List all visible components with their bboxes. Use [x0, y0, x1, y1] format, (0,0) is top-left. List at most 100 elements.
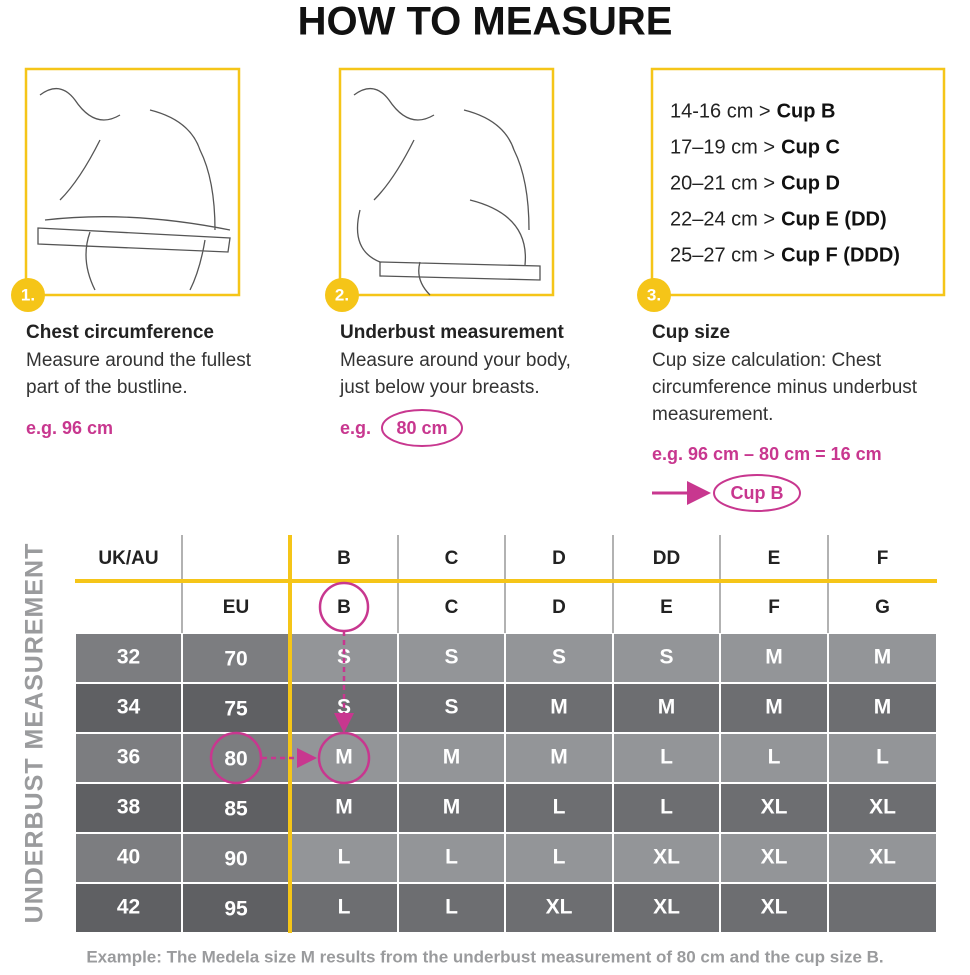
header-label: UK/AU [98, 548, 158, 569]
size: S [659, 646, 673, 669]
header-cup: C [445, 597, 459, 618]
cell [506, 784, 612, 832]
size: M [443, 796, 461, 819]
size: XL [653, 846, 680, 869]
step-badge [637, 278, 671, 312]
step-badge [11, 278, 45, 312]
step-number: 3. [647, 285, 661, 304]
cell [76, 834, 181, 882]
row-eu: 80 [224, 748, 247, 771]
annotation-circle [209, 731, 263, 785]
footer: Example: The Medela size M results from … [86, 947, 883, 966]
cell [291, 834, 397, 882]
row-eu: 70 [224, 648, 247, 671]
cell [399, 734, 504, 782]
cell [721, 684, 827, 732]
size: M [765, 696, 783, 719]
illustration [37, 88, 541, 296]
size: M [550, 696, 568, 719]
size: M [874, 646, 892, 669]
cell [829, 634, 936, 682]
cell [829, 884, 936, 932]
size: M [335, 746, 353, 769]
size: XL [761, 896, 788, 919]
cell [399, 784, 504, 832]
header-cup: B [337, 597, 351, 618]
cell [506, 634, 612, 682]
cell [183, 684, 289, 732]
header-cup: F [768, 597, 780, 618]
cup-range: 20–21 cm > [670, 172, 775, 194]
cell [399, 884, 504, 932]
cell [506, 884, 612, 932]
row-uk: 32 [117, 646, 140, 669]
cell [76, 684, 181, 732]
step-number: 2. [335, 285, 349, 304]
step-body: Measure around your body, [340, 350, 571, 371]
row-uk: 42 [117, 896, 140, 919]
step-body: Cup size calculation: Chest [652, 350, 882, 371]
header-cup: D [552, 597, 566, 618]
step-heading: Cup size [652, 322, 730, 343]
size: L [660, 746, 673, 769]
row-uk: 36 [117, 746, 140, 769]
cup-name: Cup F (DDD) [781, 244, 900, 266]
row-uk: 40 [117, 846, 140, 869]
cell [291, 784, 397, 832]
cup-range: 14-16 cm > [670, 100, 771, 122]
step-example-value: 80 cm [396, 418, 447, 438]
step-heading: Chest circumference [26, 322, 214, 343]
size: L [445, 896, 458, 919]
step-body: circumference minus underbust [652, 377, 918, 398]
cell [829, 734, 936, 782]
cup-range: 17–19 cm > [670, 136, 775, 158]
row-uk: 38 [117, 796, 141, 819]
size: S [444, 696, 458, 719]
cell [76, 734, 181, 782]
row-eu: 95 [224, 898, 248, 921]
cell [721, 784, 827, 832]
size: S [337, 646, 351, 669]
size: M [658, 696, 676, 719]
row-uk: 34 [117, 696, 141, 719]
cell [829, 784, 936, 832]
size: L [445, 846, 458, 869]
cell [829, 684, 936, 732]
cell [829, 834, 936, 882]
size: L [338, 896, 351, 919]
size: XL [653, 896, 680, 919]
size: L [768, 746, 781, 769]
cell [76, 784, 181, 832]
step-result: Cup B [731, 483, 784, 503]
cell [291, 884, 397, 932]
cell [76, 884, 181, 932]
header-cup: B [337, 548, 351, 569]
annotation [381, 409, 801, 512]
size: L [553, 796, 566, 819]
cell [506, 734, 612, 782]
size: XL [546, 896, 573, 919]
cell [506, 834, 612, 882]
title: HOW TO MEASURE [298, 0, 673, 44]
row-eu: 90 [224, 848, 247, 871]
size: L [553, 846, 566, 869]
size: M [443, 746, 461, 769]
size: L [660, 796, 673, 819]
cell [721, 834, 827, 882]
size: S [552, 646, 566, 669]
size: XL [761, 796, 788, 819]
header-cup: F [877, 548, 889, 569]
header-cup: G [875, 597, 890, 618]
panel-box [650, 67, 946, 297]
side-label: UNDERBUST MEASUREMENT [21, 543, 49, 924]
cell [76, 634, 181, 682]
cup-name: Cup B [777, 100, 836, 122]
cell [614, 734, 719, 782]
cell [614, 834, 719, 882]
size: M [335, 796, 353, 819]
step-body: just below your breasts. [339, 377, 540, 398]
size: L [876, 746, 889, 769]
size: XL [869, 796, 896, 819]
size: M [550, 746, 568, 769]
header-cup: C [445, 548, 459, 569]
